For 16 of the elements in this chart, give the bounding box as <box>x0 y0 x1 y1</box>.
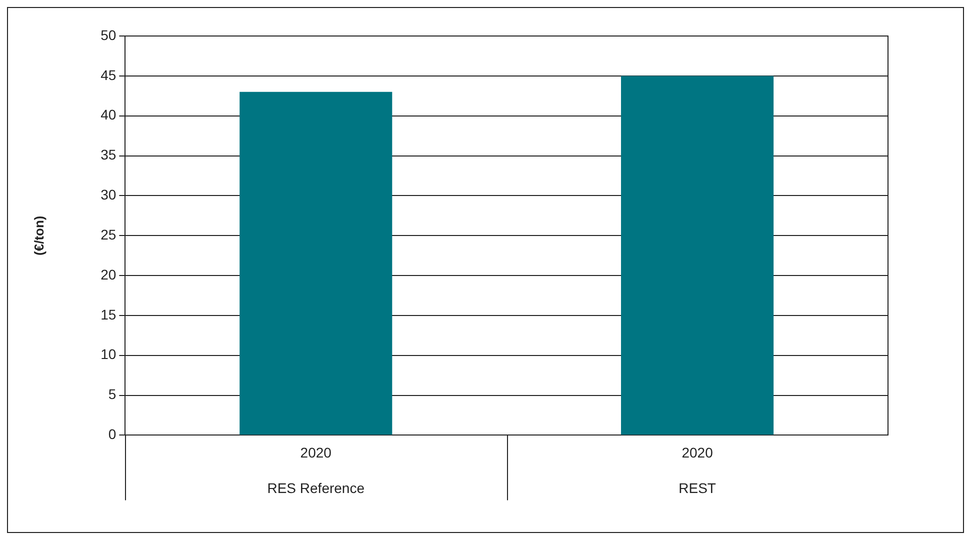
x-tick-label: 2020 <box>300 444 332 460</box>
y-tick-label: 5 <box>108 386 116 402</box>
y-tick-label: 20 <box>100 266 116 282</box>
y-tick-label: 50 <box>100 26 116 43</box>
y-tick-label: 45 <box>100 66 116 83</box>
y-tick-label: 30 <box>100 186 116 203</box>
text: REST <box>678 480 716 496</box>
x-tick-label: 2020 <box>682 444 714 460</box>
y-tick-label: 25 <box>100 226 116 242</box>
y-tick-label: 0 <box>108 426 116 442</box>
text: RES Reference <box>267 480 365 496</box>
y-axis-title: (€/ton) <box>31 216 46 256</box>
y-tick-label: 40 <box>100 106 116 123</box>
y-tick-label: 35 <box>100 146 116 163</box>
y-tick-label: 15 <box>100 306 116 322</box>
y-tick-label: 10 <box>100 346 116 362</box>
